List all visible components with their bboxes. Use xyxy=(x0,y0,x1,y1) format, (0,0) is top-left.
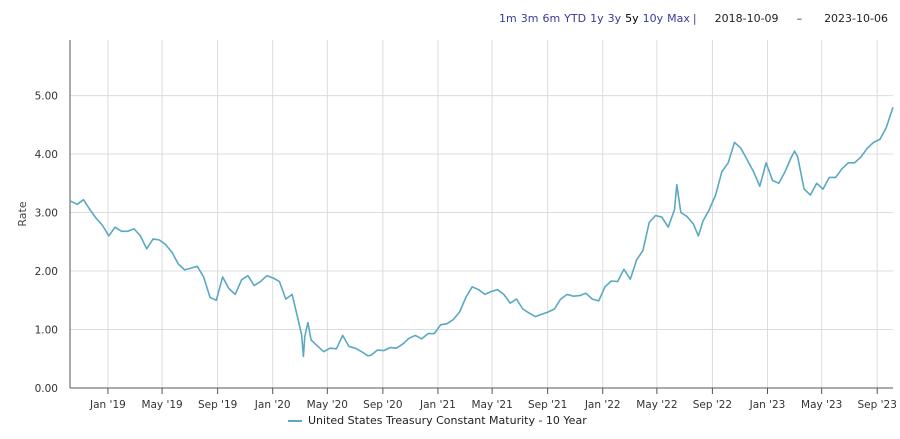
range-button-10y[interactable]: 10y xyxy=(642,11,664,25)
y-axis-label: Rate xyxy=(16,201,29,226)
x-tick-label: Sep '21 xyxy=(528,399,567,411)
x-tick-label: Sep '23 xyxy=(858,399,897,411)
y-tick-label: 5.00 xyxy=(35,91,58,103)
x-tick-label: Sep '19 xyxy=(198,399,237,411)
y-tick-label: 1.00 xyxy=(35,325,58,337)
range-button-1m[interactable]: 1m xyxy=(499,11,517,25)
x-tick-label: May '22 xyxy=(636,399,677,411)
x-tick-label: May '20 xyxy=(307,399,348,411)
x-tick-label: May '23 xyxy=(801,399,842,411)
range-button-6m[interactable]: 6m xyxy=(542,11,561,25)
y-tick-label: 2.00 xyxy=(35,266,58,278)
y-tick-label: 3.00 xyxy=(35,208,58,220)
x-tick-label: Jan '22 xyxy=(584,399,621,411)
y-tick-label: 4.00 xyxy=(35,149,58,161)
range-button-max[interactable]: Max xyxy=(667,11,690,25)
legend-swatch xyxy=(288,419,302,422)
range-button-1y[interactable]: 1y xyxy=(590,11,604,25)
to-date-input[interactable]: 2023-10-06 xyxy=(824,11,888,25)
grid-lines xyxy=(70,40,893,389)
x-tick-label: Jan '19 xyxy=(89,399,126,411)
x-tick-label: Sep '20 xyxy=(363,399,402,411)
x-tick-label: Jan '21 xyxy=(419,399,456,411)
x-tick-label: May '21 xyxy=(471,399,512,411)
range-button-5y[interactable]: 5y xyxy=(625,11,639,25)
range-button-3m[interactable]: 3m xyxy=(520,11,539,25)
y-tick-label: 0.00 xyxy=(35,383,58,395)
x-tick-label: May '19 xyxy=(141,399,182,411)
legend-label: United States Treasury Constant Maturity… xyxy=(308,414,587,427)
date-range-dash: – xyxy=(796,11,803,25)
range-button-ytd[interactable]: YTD xyxy=(564,11,587,25)
range-button-3y[interactable]: 3y xyxy=(607,11,622,25)
series-group xyxy=(69,107,894,358)
x-axis-ticks: Jan '19 May '19 Sep '19 Jan '20 May '20 Sep '… xyxy=(89,388,897,411)
range-separator: | xyxy=(692,11,697,25)
x-tick-label: Jan '20 xyxy=(254,399,291,411)
legend[interactable]: United States Treasury Constant Maturity… xyxy=(288,414,587,427)
range-selector: 1m 3m 6m YTD 1y 3y 5y 10y Max | 2018-10-… xyxy=(497,9,888,27)
x-tick-label: Sep '22 xyxy=(693,399,732,411)
series-line xyxy=(69,107,894,358)
x-tick-label: Jan '23 xyxy=(749,399,786,411)
y-axis-ticks: 0.00 1.00 2.00 3.00 4.00 5.00 xyxy=(35,91,58,395)
from-date-input[interactable]: 2018-10-09 xyxy=(714,11,779,25)
